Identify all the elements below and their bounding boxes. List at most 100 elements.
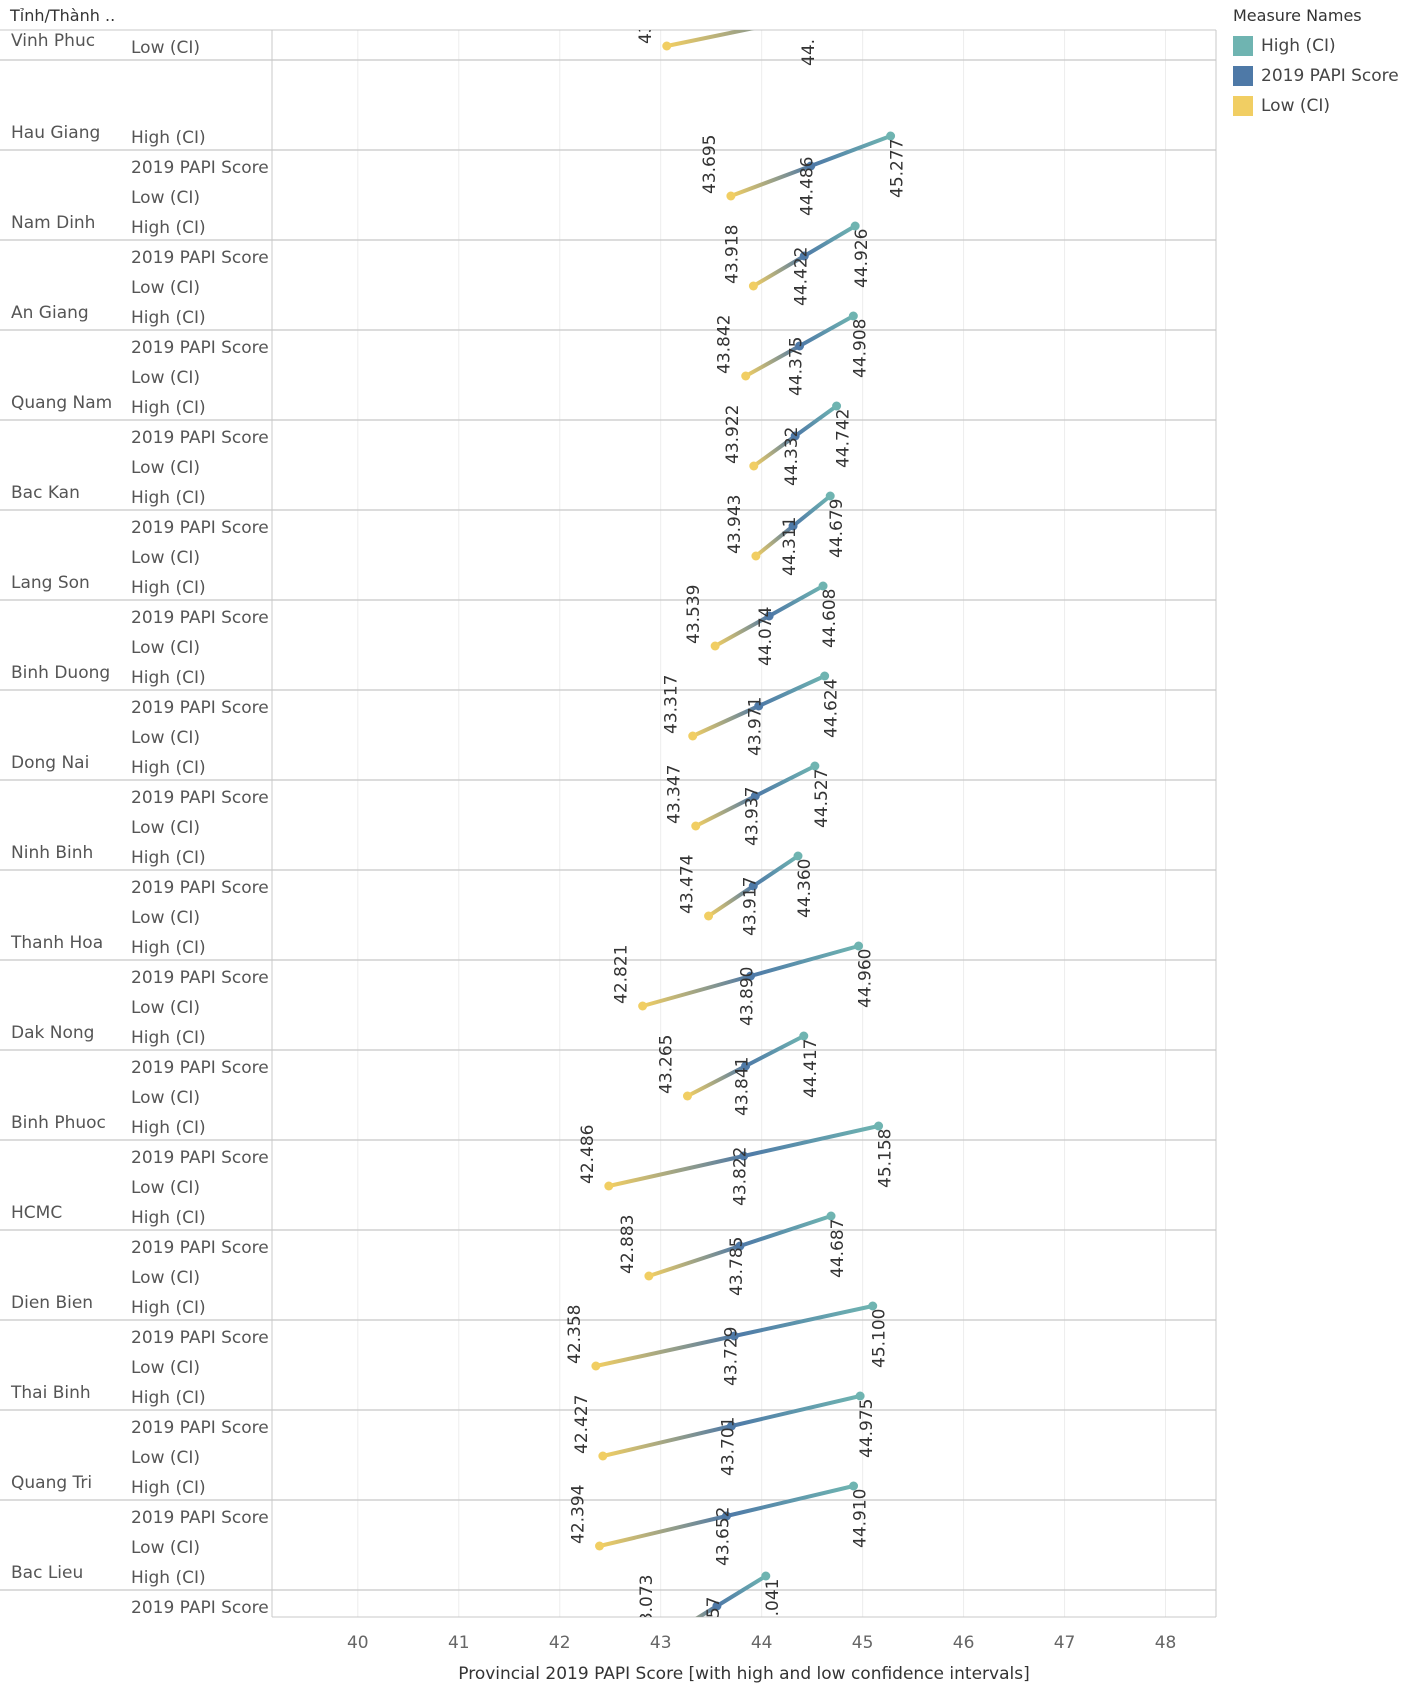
legend-item-high[interactable]: High (CI) — [1233, 31, 1399, 61]
segment-low-score — [600, 1424, 734, 1458]
measure-label-score: 2019 PAPI Score — [131, 1058, 269, 1078]
point-score — [799, 251, 809, 261]
measure-label-low: Low (CI) — [131, 998, 200, 1018]
measure-label-low: Low (CI) — [131, 908, 200, 928]
measure-label-score: 2019 PAPI Score — [131, 518, 269, 538]
segment-low-score — [713, 614, 772, 648]
province-label: HCMC — [11, 1203, 62, 1223]
value-label-score: 43.652 — [714, 1507, 734, 1566]
segment-low-score — [728, 164, 813, 198]
point-score — [788, 521, 798, 531]
measure-label-score: 2019 PAPI Score — [131, 1598, 269, 1618]
point-score — [795, 341, 805, 351]
measure-label-low: Low (CI) — [131, 1268, 200, 1288]
measure-label-score: 2019 PAPI Score — [131, 428, 269, 448]
point-high — [854, 941, 864, 951]
value-label-score: 43.701 — [718, 1417, 738, 1476]
measure-label-score: 2019 PAPI Score — [131, 158, 269, 178]
point-high — [874, 1121, 884, 1131]
segment-low-score — [646, 1244, 742, 1278]
point-score — [722, 1511, 732, 1521]
measure-label-high: High (CI) — [131, 1658, 206, 1678]
segment-score-high — [743, 1034, 806, 1068]
value-label-low: 42.486 — [578, 1125, 598, 1184]
measure-label-high: High (CI) — [131, 1478, 206, 1498]
point-low — [710, 641, 720, 651]
legend-label-score: 2019 PAPI Score — [1261, 66, 1399, 86]
value-label-low: 42.358 — [565, 1305, 585, 1364]
row-header-title: Tỉnh/Thành .. — [10, 6, 116, 25]
point-score — [726, 1421, 736, 1431]
x-tick-label: 47 — [1054, 1633, 1076, 1653]
province-label: Hau Giang — [11, 123, 100, 143]
province-label: An Giang — [11, 303, 89, 323]
province-label: Thai Binh — [10, 1383, 91, 1403]
segment-score-high — [751, 854, 801, 888]
segment-score-high — [793, 404, 839, 438]
segment-low-score — [640, 974, 753, 1008]
province-label: Ninh Binh — [11, 843, 93, 863]
segment-score-high — [748, 944, 861, 978]
value-label-high: 44.687 — [828, 1219, 848, 1278]
value-label-score: 44.422 — [791, 247, 811, 306]
point-low — [595, 1541, 605, 1551]
province-label: Binh Phuoc — [11, 1113, 106, 1133]
segment-low-score — [690, 704, 761, 738]
measure-label-low: Low (CI) — [131, 728, 200, 748]
legend-item-score[interactable]: 2019 PAPI Score — [1233, 61, 1399, 91]
point-high — [849, 1481, 859, 1491]
measure-label-high: High (CI) — [131, 758, 206, 778]
point-high — [886, 131, 896, 141]
value-label-score: 44.074 — [756, 607, 776, 666]
province-label: Bac Lieu — [11, 1563, 83, 1583]
measure-label-low: Low (CI) — [131, 1448, 200, 1468]
point-low — [598, 1451, 608, 1461]
segment-score-high — [741, 1124, 881, 1158]
measure-label-high: High (CI) — [131, 1568, 206, 1588]
point-low — [591, 1361, 601, 1371]
value-label-score: 43.890 — [738, 967, 758, 1026]
point-high — [761, 1571, 771, 1581]
point-low — [688, 731, 698, 741]
value-label-low: 43.347 — [665, 765, 685, 824]
measure-label-high: High (CI) — [131, 938, 206, 958]
row-label-layer: Vinh Phuc Low (CI) Hau Giang High (CI) 2019 … — [10, 31, 269, 1678]
segment-low-score — [743, 344, 802, 378]
measure-label-low: Low (CI) — [131, 818, 200, 838]
measure-label-high: High (CI) — [131, 578, 206, 598]
value-label-low: 42.394 — [569, 1485, 589, 1544]
point-high — [868, 1301, 878, 1311]
legend-item-low[interactable]: Low (CI) — [1233, 91, 1399, 121]
segment-score-high — [714, 1574, 768, 1608]
segment-low-score — [695, 1604, 719, 1617]
point-score — [748, 881, 758, 891]
point-low — [638, 1001, 648, 1011]
segment-low-score — [751, 434, 798, 468]
province-label: Thanh Hoa — [10, 933, 103, 953]
measure-label-score: 2019 PAPI Score — [131, 1328, 269, 1348]
point-score — [712, 1601, 722, 1611]
province-label: Tra Vinh — [10, 1653, 79, 1673]
value-label-score: 44.332 — [782, 427, 802, 486]
value-label-high: 44.624 — [822, 679, 842, 738]
measure-label-low: Low (CI) — [131, 1538, 200, 1558]
value-label-score: 43.785 — [727, 1237, 747, 1296]
measure-label-high: High (CI) — [131, 1208, 206, 1228]
value-label-low: 43.539 — [684, 585, 704, 644]
measure-label-high: High (CI) — [131, 668, 206, 688]
measure-label-score: 2019 PAPI Score — [131, 248, 269, 268]
segment-low-score — [751, 254, 807, 288]
x-tick-label: 46 — [953, 1633, 975, 1653]
value-label-high: 44.608 — [820, 589, 840, 648]
measure-label-high: High (CI) — [131, 1118, 206, 1138]
measure-label-high: High (CI) — [131, 128, 206, 148]
segment-score-high — [808, 134, 893, 168]
measure-label-score: 2019 PAPI Score — [131, 1508, 269, 1528]
value-label-low: 43.317 — [662, 675, 682, 734]
point-score — [750, 791, 760, 801]
point-low — [644, 1271, 654, 1281]
measure-label-high: High (CI) — [131, 1298, 206, 1318]
legend: Measure Names High (CI) 2019 PAPI Score … — [1233, 6, 1399, 121]
value-label-score: 43.822 — [731, 1147, 751, 1206]
value-label-score: 43.841 — [733, 1057, 753, 1116]
